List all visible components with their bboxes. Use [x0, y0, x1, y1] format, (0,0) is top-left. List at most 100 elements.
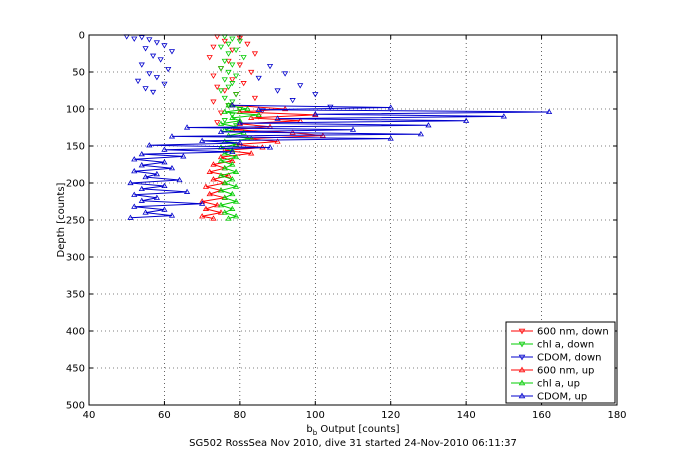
y-tick-label: 450 — [66, 364, 85, 375]
legend-entry: CDOM, down — [511, 353, 602, 364]
dive-caption: SG502 RossSea Nov 2010, dive 31 started … — [189, 438, 517, 449]
data-point — [229, 62, 236, 68]
legend-entry: chl a, down — [511, 340, 594, 351]
legend-marker — [518, 328, 526, 335]
data-point — [221, 95, 228, 102]
data-point — [236, 38, 243, 45]
x-tick-label: 80 — [233, 410, 246, 421]
data-point — [161, 182, 168, 189]
data-point — [161, 43, 168, 49]
data-point — [138, 35, 145, 41]
data-point — [232, 153, 240, 160]
y-tick-label: 400 — [66, 327, 85, 338]
legend-entry: 600 nm, down — [511, 327, 609, 338]
data-point — [225, 215, 232, 221]
data-point — [255, 106, 262, 112]
data-point — [127, 179, 134, 186]
data-point — [206, 168, 213, 174]
x-tick-label: 180 — [607, 410, 626, 421]
data-point — [161, 206, 168, 212]
data-point — [229, 112, 236, 119]
data-point — [168, 212, 176, 218]
data-point — [214, 120, 221, 126]
data-point — [387, 104, 394, 110]
legend-marker — [518, 392, 526, 399]
data-point — [146, 37, 153, 43]
x-tick-label: 120 — [381, 410, 400, 421]
data-point — [240, 81, 247, 87]
data-point — [221, 150, 228, 156]
data-point — [221, 88, 228, 94]
legend-label: CDOM, down — [537, 353, 602, 364]
data-point — [225, 41, 232, 48]
data-point — [236, 119, 243, 126]
data-point — [153, 75, 160, 81]
data-point — [206, 190, 213, 197]
data-point — [202, 205, 210, 211]
data-point — [274, 115, 281, 121]
data-point — [142, 46, 149, 52]
data-point — [232, 73, 240, 79]
data-point — [387, 135, 394, 141]
data-point — [232, 92, 240, 98]
data-point — [161, 146, 168, 152]
data-point — [131, 36, 138, 42]
legend-marker — [518, 354, 526, 361]
data-point — [217, 88, 225, 94]
data-point — [225, 172, 232, 178]
series-line — [130, 104, 550, 219]
legend-entry: 600 nm, up — [511, 366, 594, 377]
data-point — [255, 111, 262, 117]
x-axis-label-main: b — [306, 424, 312, 435]
data-point — [232, 183, 240, 189]
data-point — [210, 44, 217, 51]
data-point — [165, 66, 172, 73]
data-point — [248, 150, 255, 156]
y-tick-label: 500 — [66, 401, 85, 412]
data-point — [236, 139, 243, 146]
data-point — [199, 200, 206, 206]
data-point — [229, 36, 236, 42]
legend-label: chl a, up — [537, 379, 580, 390]
legend-label: 600 nm, up — [537, 366, 594, 377]
data-point — [221, 108, 228, 115]
data-point — [274, 88, 281, 94]
data-point — [236, 117, 243, 123]
data-point — [183, 124, 191, 130]
data-point — [229, 176, 236, 182]
data-point — [138, 185, 145, 192]
y-tick-label: 0 — [79, 31, 85, 42]
data-point — [244, 41, 251, 48]
data-point — [217, 172, 225, 178]
data-point — [312, 92, 319, 98]
legend-label: 600 nm, down — [537, 327, 609, 338]
data-point — [210, 73, 217, 79]
y-tick-label: 100 — [66, 105, 85, 116]
data-point — [255, 75, 262, 82]
data-point — [221, 194, 228, 200]
series-6 — [127, 102, 553, 220]
data-point — [131, 156, 138, 162]
data-point — [210, 99, 217, 105]
legend-marker — [518, 366, 526, 373]
data-point — [232, 168, 240, 174]
data-point — [183, 188, 191, 194]
x-tick-label: 40 — [83, 410, 96, 421]
data-point — [229, 190, 236, 197]
data-point — [232, 198, 240, 204]
data-point — [214, 84, 221, 90]
data-point — [199, 137, 206, 143]
data-point — [225, 51, 232, 57]
data-point — [425, 122, 432, 128]
data-point — [199, 213, 206, 219]
data-point — [236, 62, 243, 68]
data-point — [153, 40, 160, 46]
x-axis-label: bb Output [counts] — [306, 424, 399, 437]
data-point — [248, 114, 255, 120]
data-point — [221, 77, 228, 83]
legend-label: chl a, down — [537, 340, 594, 351]
data-point — [244, 105, 251, 112]
data-point — [274, 138, 281, 144]
data-point — [266, 144, 274, 150]
